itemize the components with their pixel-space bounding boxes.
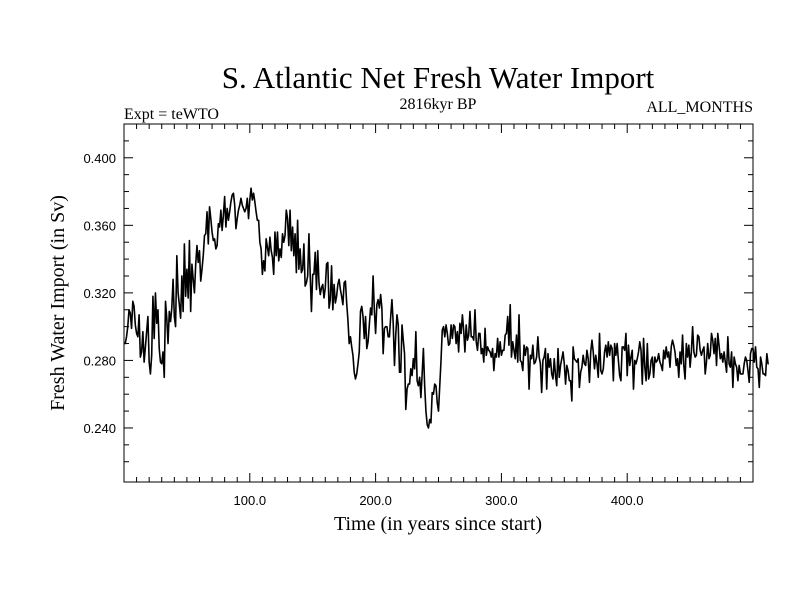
x-axis-label: Time (in years since start) bbox=[334, 513, 542, 535]
series-line bbox=[124, 187, 769, 429]
y-tick-label: 0.320 bbox=[83, 286, 116, 301]
months-label: ALL_MONTHS bbox=[646, 99, 753, 116]
x-tick-label: 300.0 bbox=[485, 493, 518, 508]
x-tick-label: 100.0 bbox=[234, 493, 267, 508]
y-axis-ticks: 0.240 0.280 0.320 0.360 0.400 bbox=[83, 123, 753, 463]
x-axis-ticks: 100.0 200.0 300.0 400.0 bbox=[136, 124, 741, 508]
chart-title: S. Atlantic Net Fresh Water Import bbox=[222, 60, 655, 95]
y-tick-label: 0.400 bbox=[83, 151, 116, 166]
y-tick-label: 0.240 bbox=[83, 421, 116, 436]
experiment-label: Expt = teWTO bbox=[124, 106, 219, 123]
y-tick-label: 0.280 bbox=[83, 353, 116, 368]
y-tick-label: 0.360 bbox=[83, 218, 116, 233]
y-axis-label: Fresh Water Import (in Sv) bbox=[47, 195, 69, 411]
x-tick-label: 200.0 bbox=[359, 493, 392, 508]
x-tick-label: 400.0 bbox=[611, 493, 644, 508]
time-period-label: 2816kyr BP bbox=[400, 96, 477, 113]
